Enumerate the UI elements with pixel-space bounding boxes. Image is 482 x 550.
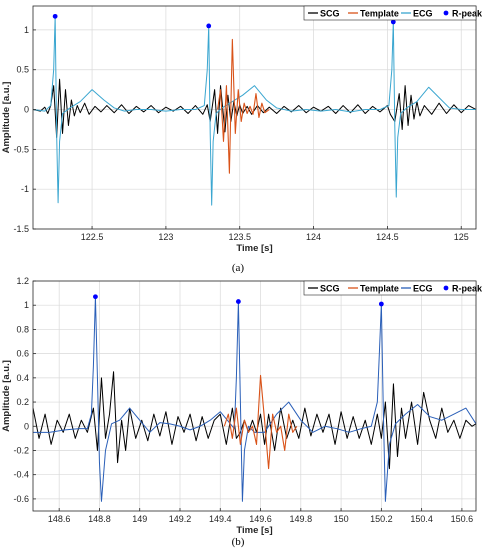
x-tick-label: 150 [334, 514, 349, 524]
plot-area [33, 281, 476, 511]
r-peak-point [52, 13, 58, 19]
series-line-template [217, 38, 270, 174]
legend-marker-r-peaks [443, 10, 449, 16]
x-axis-label: Time [s] [236, 525, 272, 536]
y-tick-label: 1 [24, 300, 29, 310]
chart-panel-b: 148.6 148.8 149 149.2 149.4 149.6 149.8 150 150.… [1, 276, 482, 536]
x-axis-label: Time [s] [236, 243, 272, 254]
y-axis-label: Amplitude [a.u.] [1, 360, 12, 432]
series-line-template [223, 374, 298, 470]
y-tick-label: -0.2 [13, 445, 29, 455]
x-tick-label: 149.4 [209, 514, 232, 524]
r-peak-point [93, 294, 98, 300]
series-line-scg [33, 78, 476, 138]
chart-panel-a: 122.5 123 123.5 124 124.5 125 -1.5 -1 -0.5 0 0.5 1 T… [1, 5, 482, 254]
x-tick-label: 124 [306, 232, 321, 242]
x-tick-label: 149.8 [290, 514, 313, 524]
y-tick-label: -0.4 [13, 470, 29, 480]
x-tick-label: 124.5 [376, 232, 399, 242]
y-tick-label: 1 [24, 25, 29, 35]
legend-box [303, 5, 477, 21]
x-tick-label: 123.5 [228, 232, 251, 242]
x-tick-label: 150.6 [451, 514, 474, 524]
legend-label: ECG [413, 9, 433, 19]
axes-box [32, 280, 477, 512]
plot-area [33, 6, 476, 229]
legend-label: R-peaks [452, 9, 482, 19]
r-peak-point [390, 19, 396, 25]
axes-box [32, 5, 477, 230]
r-peak-point [235, 299, 241, 304]
x-tick-label: 149.6 [249, 514, 272, 524]
caption-a: (a) [232, 262, 245, 274]
y-tick-label: 0 [24, 421, 29, 431]
y-tick-label: 0.6 [16, 349, 29, 359]
x-tick-label: 149.2 [169, 514, 192, 524]
x-tick-label: 150.2 [370, 514, 393, 524]
y-tick-label: 0.8 [16, 324, 29, 334]
series-line-ecg [33, 296, 476, 502]
y-tick-label: -1 [21, 184, 29, 194]
y-tick-label: 0 [24, 105, 29, 115]
x-tick-label: 149 [132, 514, 147, 524]
legend-marker-r-peaks [443, 285, 449, 291]
x-tick-label: 125 [454, 232, 469, 242]
series-line-ecg [33, 15, 476, 206]
r-peak-point [206, 23, 212, 29]
legend-label: Template [360, 9, 399, 19]
legend-box [303, 280, 477, 296]
y-tick-label: -1.5 [13, 224, 29, 234]
x-tick-label: 148.8 [88, 514, 111, 524]
legend-label: ECG [413, 284, 433, 294]
y-tick-label: -0.5 [13, 144, 29, 154]
series-line-scg [33, 371, 476, 470]
y-axis-label: Amplitude [a.u.] [1, 82, 12, 154]
y-tick-label: 1.2 [16, 276, 29, 286]
legend-label: R-peaks [452, 284, 482, 294]
y-tick-label: 0.5 [16, 65, 29, 75]
y-tick-label: -0.6 [13, 494, 29, 504]
r-peak-point [378, 301, 384, 307]
x-tick-label: 122.5 [81, 232, 104, 242]
series-group [33, 13, 476, 206]
legend-label: Template [360, 284, 399, 294]
legend-label: SCG [320, 284, 340, 294]
series-group [33, 294, 476, 502]
y-tick-label: 0.2 [16, 397, 29, 407]
caption-b: (b) [232, 536, 245, 548]
y-tick-label: 0.4 [16, 373, 29, 383]
x-tick-label: 148.6 [48, 514, 71, 524]
legend-label: SCG [320, 9, 340, 19]
x-tick-label: 123 [158, 232, 173, 242]
x-tick-label: 150.4 [410, 514, 433, 524]
